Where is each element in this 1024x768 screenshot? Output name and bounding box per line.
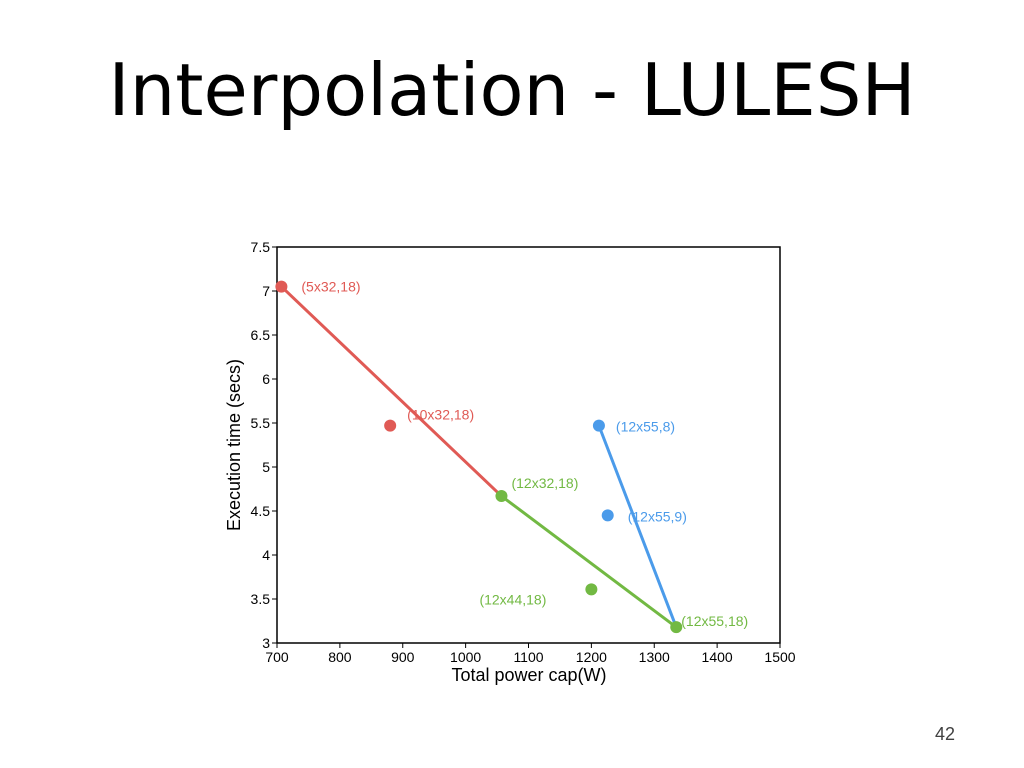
data-label: (12x55,18)	[681, 613, 748, 629]
y-axis-title: Execution time (secs)	[224, 359, 244, 531]
y-tick-label: 4.5	[251, 503, 271, 519]
y-axis-ticks: 3 3.5 4 4.5 5 5.5 6 6.5 7 7.5	[251, 239, 277, 651]
data-label: (12x32,18)	[511, 475, 578, 491]
data-point	[670, 621, 683, 634]
x-tick-label: 1100	[513, 649, 543, 665]
data-label: (12x55,9)	[628, 508, 687, 524]
x-tick-label: 900	[391, 649, 415, 665]
y-tick-label: 6.5	[251, 327, 271, 343]
x-axis-title: Total power cap(W)	[451, 665, 606, 685]
data-point	[592, 419, 605, 432]
x-tick-label: 1000	[450, 649, 481, 665]
y-tick-label: 5.5	[251, 415, 271, 431]
data-label: (10x32,18)	[407, 407, 474, 423]
x-axis-ticks: 700 800 900 1000 1100 1200 1300 1400 1500	[265, 643, 796, 665]
series-lines	[279, 285, 678, 629]
data-label: (12x55,8)	[616, 419, 675, 435]
y-tick-label: 7.5	[251, 239, 271, 255]
y-tick-label: 4	[262, 547, 270, 563]
point-labels: (5x32,18) (10x32,18) (12x32,18) (12x44,18) (…	[301, 279, 748, 630]
plot-frame	[276, 246, 781, 644]
y-tick-label: 3.5	[251, 591, 271, 607]
data-point	[384, 419, 397, 432]
series-line-blue	[597, 424, 678, 629]
series-line-red	[279, 285, 503, 498]
data-label: (12x44,18)	[479, 591, 546, 607]
x-tick-label: 700	[265, 649, 289, 665]
x-tick-label: 1300	[639, 649, 670, 665]
x-tick-label: 1500	[764, 649, 795, 665]
x-tick-label: 1400	[702, 649, 733, 665]
data-label: (5x32,18)	[301, 279, 360, 295]
data-point	[601, 509, 614, 522]
slide-title: Interpolation - LULESH	[108, 48, 916, 132]
y-tick-label: 5	[262, 459, 270, 475]
x-tick-label: 800	[328, 649, 352, 665]
x-tick-label: 1200	[576, 649, 607, 665]
page-number: 42	[934, 724, 956, 744]
y-tick-label: 3	[262, 635, 270, 651]
series-line-green	[499, 494, 678, 629]
data-point	[275, 280, 288, 293]
data-point	[495, 490, 508, 503]
data-points	[275, 280, 683, 634]
y-tick-label: 6	[262, 371, 270, 387]
data-point	[585, 583, 598, 596]
y-tick-label: 7	[262, 283, 270, 299]
